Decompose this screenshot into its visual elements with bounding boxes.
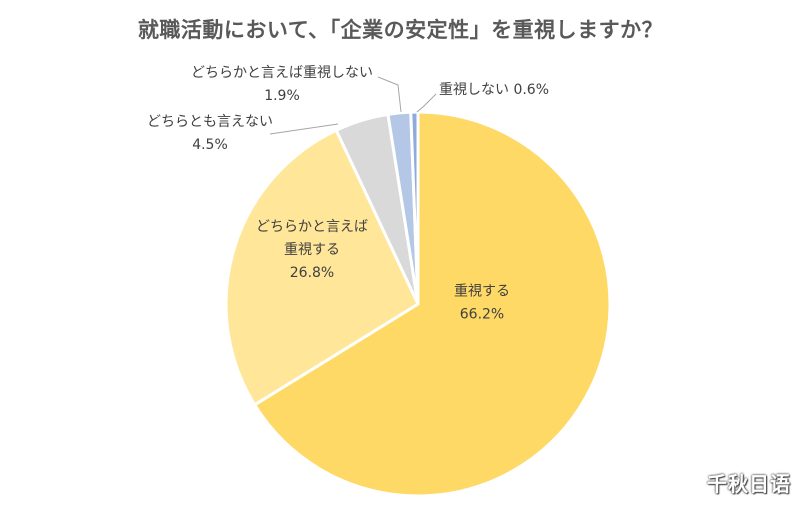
pie-slice-1 bbox=[253, 110, 612, 498]
pie-slice-2 bbox=[224, 128, 420, 407]
data-label-5: 重視しない 0.6% bbox=[439, 82, 549, 98]
leader-line-5 bbox=[416, 93, 437, 113]
watermark-logo: 千秋日语 bbox=[707, 472, 791, 496]
data-value-1: 66.2% bbox=[460, 307, 504, 323]
data-label-4: どちらかと言えば重視しない bbox=[191, 65, 373, 81]
leader-line-4 bbox=[377, 76, 402, 113]
data-value-4: 1.9% bbox=[264, 88, 300, 104]
data-value-2: 26.8% bbox=[290, 265, 334, 281]
data-label-3: どちらとも言えない bbox=[147, 114, 273, 130]
data-label-2: どちらかと言えば bbox=[256, 219, 368, 235]
data-value-3: 4.5% bbox=[192, 137, 228, 153]
data-label-1: 重視する bbox=[454, 284, 510, 300]
chart-title: 就職活動において、「企業の安定性」を重視しますか？ bbox=[137, 18, 664, 42]
pie-slice-5 bbox=[409, 110, 420, 306]
data-label-2: 重視する bbox=[284, 242, 340, 258]
leader-line-3 bbox=[269, 123, 339, 135]
